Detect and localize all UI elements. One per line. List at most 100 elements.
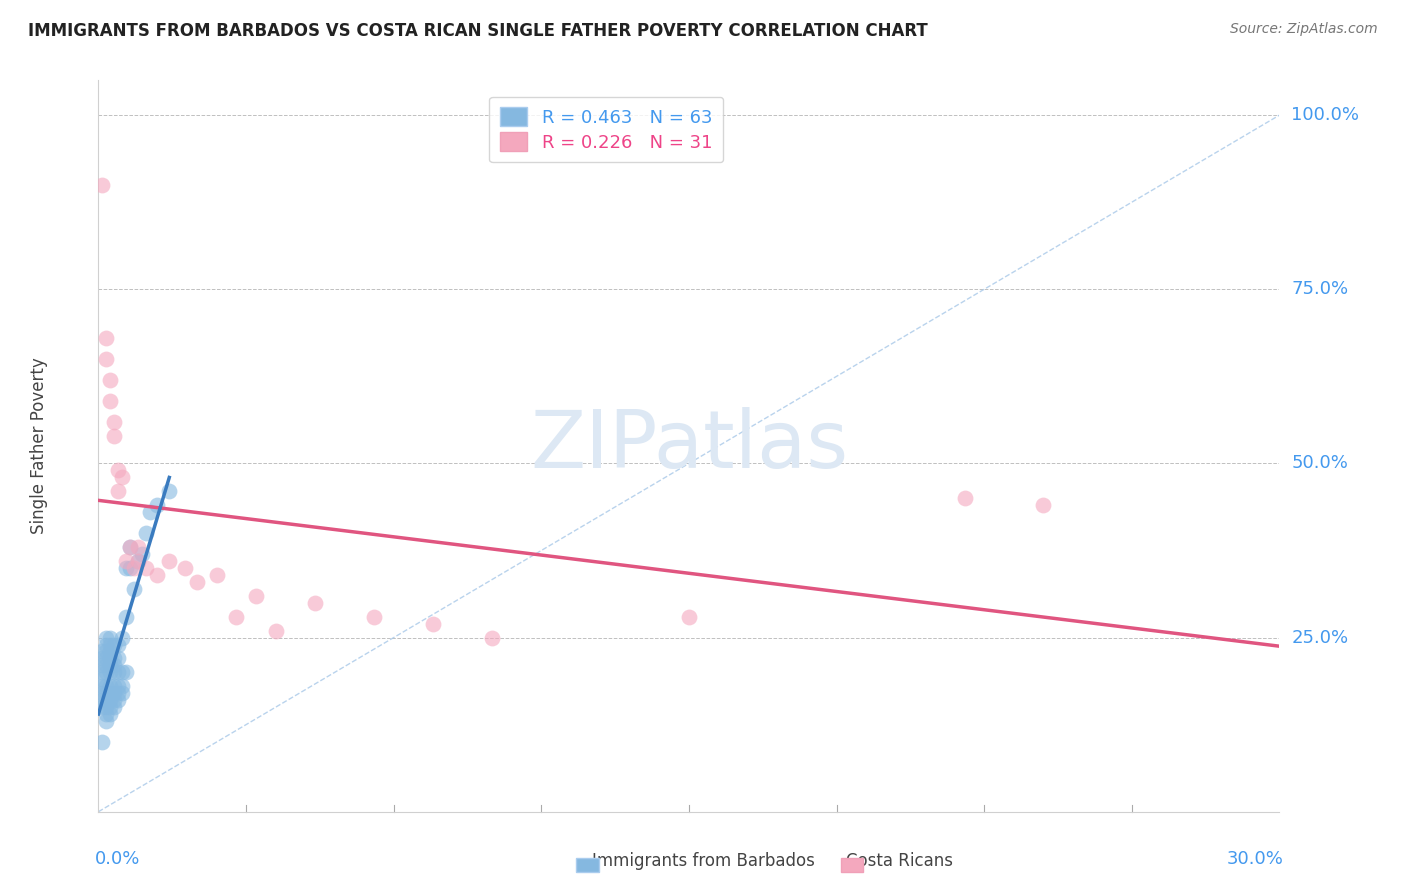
Text: 0.0%: 0.0% — [94, 850, 139, 868]
Point — [98, 658, 121, 673]
Point — [107, 679, 129, 693]
Point — [96, 714, 118, 728]
Point — [98, 393, 121, 408]
Point — [118, 561, 141, 575]
Point — [115, 554, 138, 568]
Text: 75.0%: 75.0% — [1291, 280, 1348, 298]
Point — [98, 651, 121, 665]
Point — [205, 567, 228, 582]
Point — [146, 498, 169, 512]
Point — [103, 686, 125, 700]
Point — [91, 651, 114, 665]
Point — [107, 463, 129, 477]
Point — [96, 686, 118, 700]
Point — [98, 665, 121, 680]
Point — [103, 638, 125, 652]
Point — [422, 616, 444, 631]
Point — [135, 526, 157, 541]
Point — [146, 567, 169, 582]
Point — [174, 561, 197, 575]
Point — [1032, 498, 1054, 512]
Point — [91, 665, 114, 680]
Point — [678, 609, 700, 624]
Text: 50.0%: 50.0% — [1291, 454, 1348, 473]
Point — [96, 644, 118, 658]
Point — [91, 673, 114, 687]
Point — [103, 665, 125, 680]
Point — [98, 679, 121, 693]
Point — [118, 540, 141, 554]
Point — [103, 651, 125, 665]
Point — [98, 373, 121, 387]
Point — [98, 638, 121, 652]
Point — [96, 700, 118, 714]
Point — [111, 679, 134, 693]
Point — [96, 665, 118, 680]
Point — [103, 658, 125, 673]
Text: Costa Ricans: Costa Ricans — [846, 852, 953, 870]
Point — [264, 624, 287, 638]
Point — [127, 554, 149, 568]
Point — [103, 700, 125, 714]
Point — [96, 351, 118, 366]
Point — [157, 484, 180, 499]
Point — [122, 561, 145, 575]
Text: 30.0%: 30.0% — [1226, 850, 1284, 868]
Point — [115, 609, 138, 624]
Point — [107, 665, 129, 680]
Point — [107, 638, 129, 652]
Point — [304, 596, 326, 610]
Point — [103, 679, 125, 693]
Point — [122, 582, 145, 596]
Point — [91, 693, 114, 707]
Point — [91, 658, 114, 673]
Point — [186, 574, 208, 589]
Point — [127, 540, 149, 554]
Point — [96, 707, 118, 722]
Text: 25.0%: 25.0% — [1291, 629, 1348, 647]
Point — [953, 491, 976, 506]
Text: IMMIGRANTS FROM BARBADOS VS COSTA RICAN SINGLE FATHER POVERTY CORRELATION CHART: IMMIGRANTS FROM BARBADOS VS COSTA RICAN … — [28, 22, 928, 40]
Point — [103, 428, 125, 442]
Point — [111, 631, 134, 645]
Point — [98, 644, 121, 658]
Point — [96, 631, 118, 645]
Point — [96, 331, 118, 345]
Point — [91, 700, 114, 714]
Point — [225, 609, 247, 624]
Point — [135, 561, 157, 575]
Point — [111, 665, 134, 680]
Legend: R = 0.463   N = 63, R = 0.226   N = 31: R = 0.463 N = 63, R = 0.226 N = 31 — [489, 96, 723, 162]
Point — [131, 547, 153, 561]
Point — [91, 679, 114, 693]
Point — [91, 735, 114, 749]
Point — [98, 707, 121, 722]
Text: ZIPatlas: ZIPatlas — [530, 407, 848, 485]
Point — [91, 686, 114, 700]
Point — [96, 638, 118, 652]
Point — [107, 651, 129, 665]
Point — [481, 631, 503, 645]
Point — [91, 644, 114, 658]
Point — [98, 700, 121, 714]
Point — [107, 686, 129, 700]
Point — [98, 686, 121, 700]
Point — [98, 693, 121, 707]
Point — [127, 554, 149, 568]
Text: Immigrants from Barbados: Immigrants from Barbados — [592, 852, 814, 870]
Point — [118, 540, 141, 554]
Point — [111, 470, 134, 484]
Point — [103, 693, 125, 707]
Point — [96, 679, 118, 693]
Text: Source: ZipAtlas.com: Source: ZipAtlas.com — [1230, 22, 1378, 37]
Point — [363, 609, 385, 624]
Point — [115, 665, 138, 680]
Point — [96, 693, 118, 707]
Point — [111, 686, 134, 700]
Point — [245, 589, 267, 603]
Point — [96, 651, 118, 665]
Point — [157, 554, 180, 568]
Point — [115, 561, 138, 575]
Text: 100.0%: 100.0% — [1291, 106, 1360, 124]
Point — [138, 505, 160, 519]
